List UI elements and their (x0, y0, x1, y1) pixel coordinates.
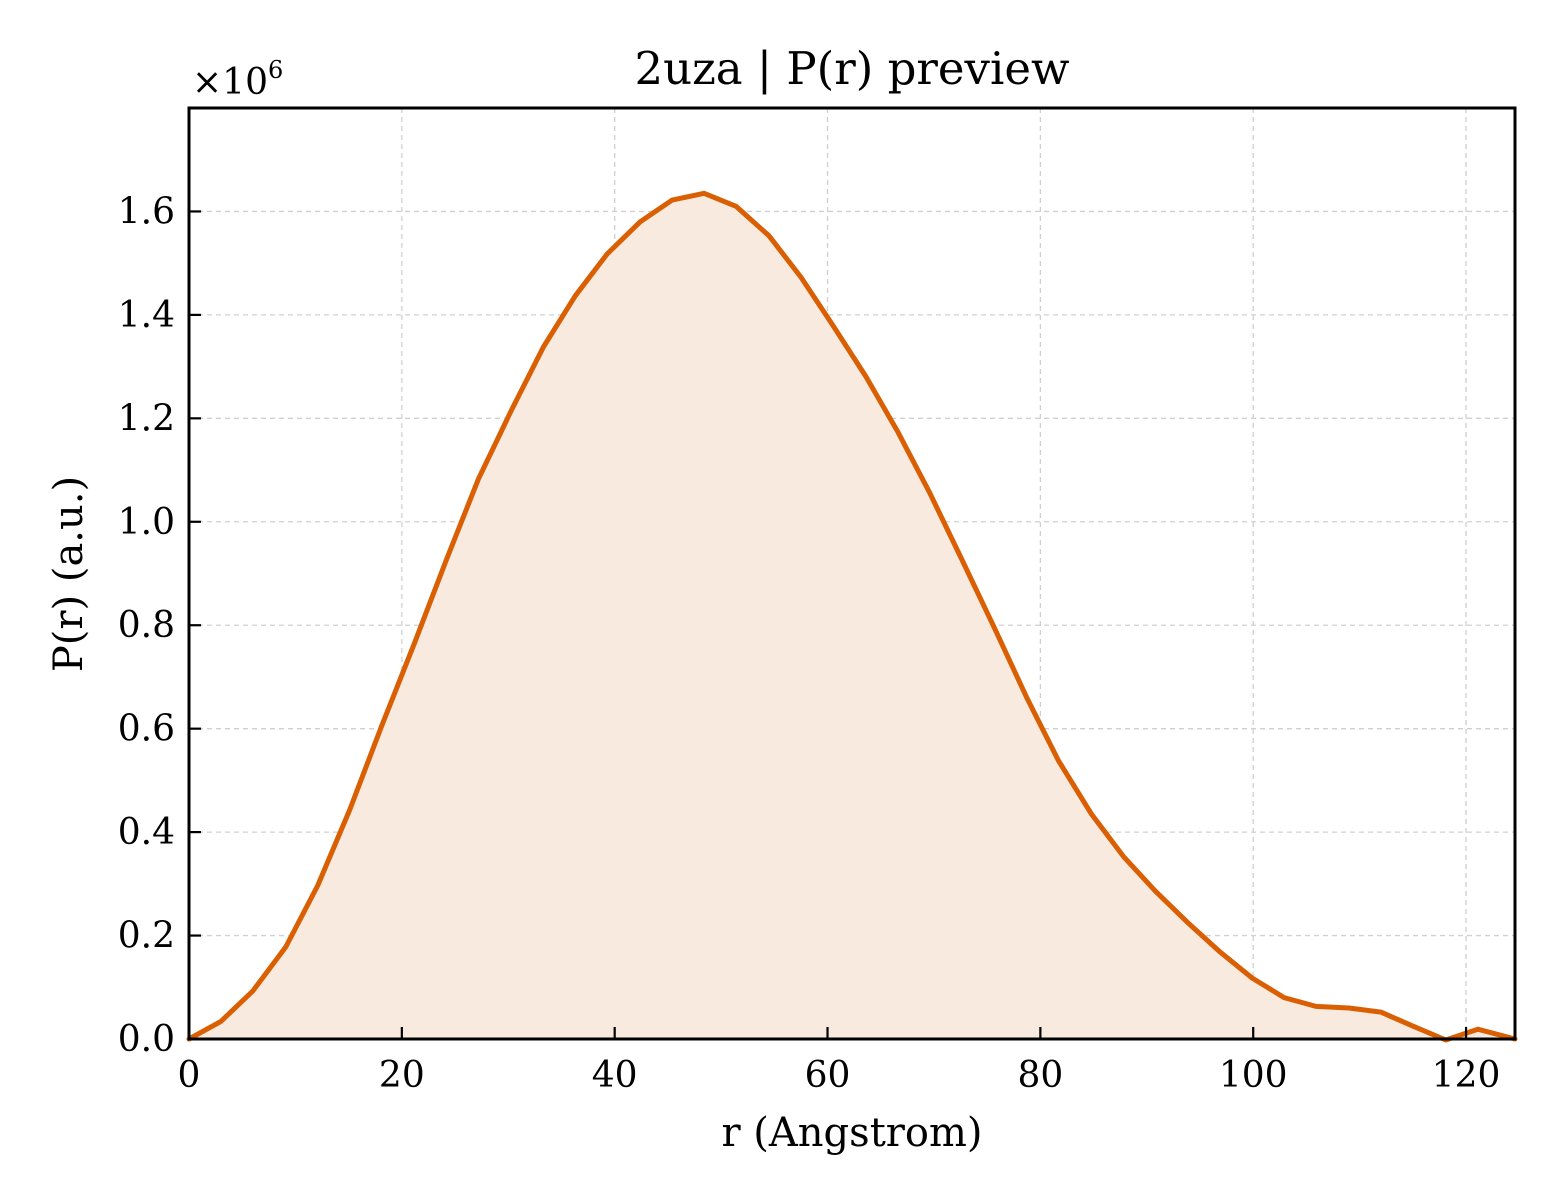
y-tick-label: 0.4 (118, 812, 175, 853)
y-tick-label: 0.6 (118, 709, 175, 750)
x-tick-label: 60 (805, 1055, 851, 1096)
y-tick-label: 0.2 (118, 916, 175, 957)
series-line (186, 190, 1518, 1043)
y-tick-label: 0.0 (118, 1019, 175, 1060)
y-tick-label: 1.4 (118, 295, 175, 336)
axis-ticks: 0 20 40 60 80 100 120 0.0 0.2 0.4 0.6 0.8 1.0 1.2 1.4 1… (118, 191, 1501, 1096)
y-offset-base: ×10 (192, 62, 268, 103)
y-offset-label: ×106 (192, 56, 283, 103)
area-fill-layer (189, 193, 1515, 1041)
y-tick-label: 0.8 (118, 605, 175, 646)
y-tick-label: 1.6 (118, 191, 175, 232)
x-axis-label: r (Angstrom) (721, 1110, 982, 1156)
series-line-layer (186, 190, 1518, 1043)
area-fill (189, 193, 1515, 1041)
chart-title: 2uza | P(r) preview (634, 42, 1069, 95)
x-tick-label: 40 (592, 1055, 638, 1096)
y-tick-label: 1.0 (118, 502, 175, 543)
y-tick-label: 1.2 (118, 398, 175, 439)
x-tick-label: 100 (1219, 1055, 1288, 1096)
x-tick-label: 80 (1017, 1055, 1063, 1096)
x-tick-label: 0 (178, 1055, 201, 1096)
x-tick-label: 20 (379, 1055, 425, 1096)
x-tick-label: 120 (1432, 1055, 1501, 1096)
y-offset-exponent: 6 (268, 56, 283, 84)
plot-frame (187, 106, 1517, 1041)
y-axis-label: P(r) (a.u.) (46, 476, 92, 672)
